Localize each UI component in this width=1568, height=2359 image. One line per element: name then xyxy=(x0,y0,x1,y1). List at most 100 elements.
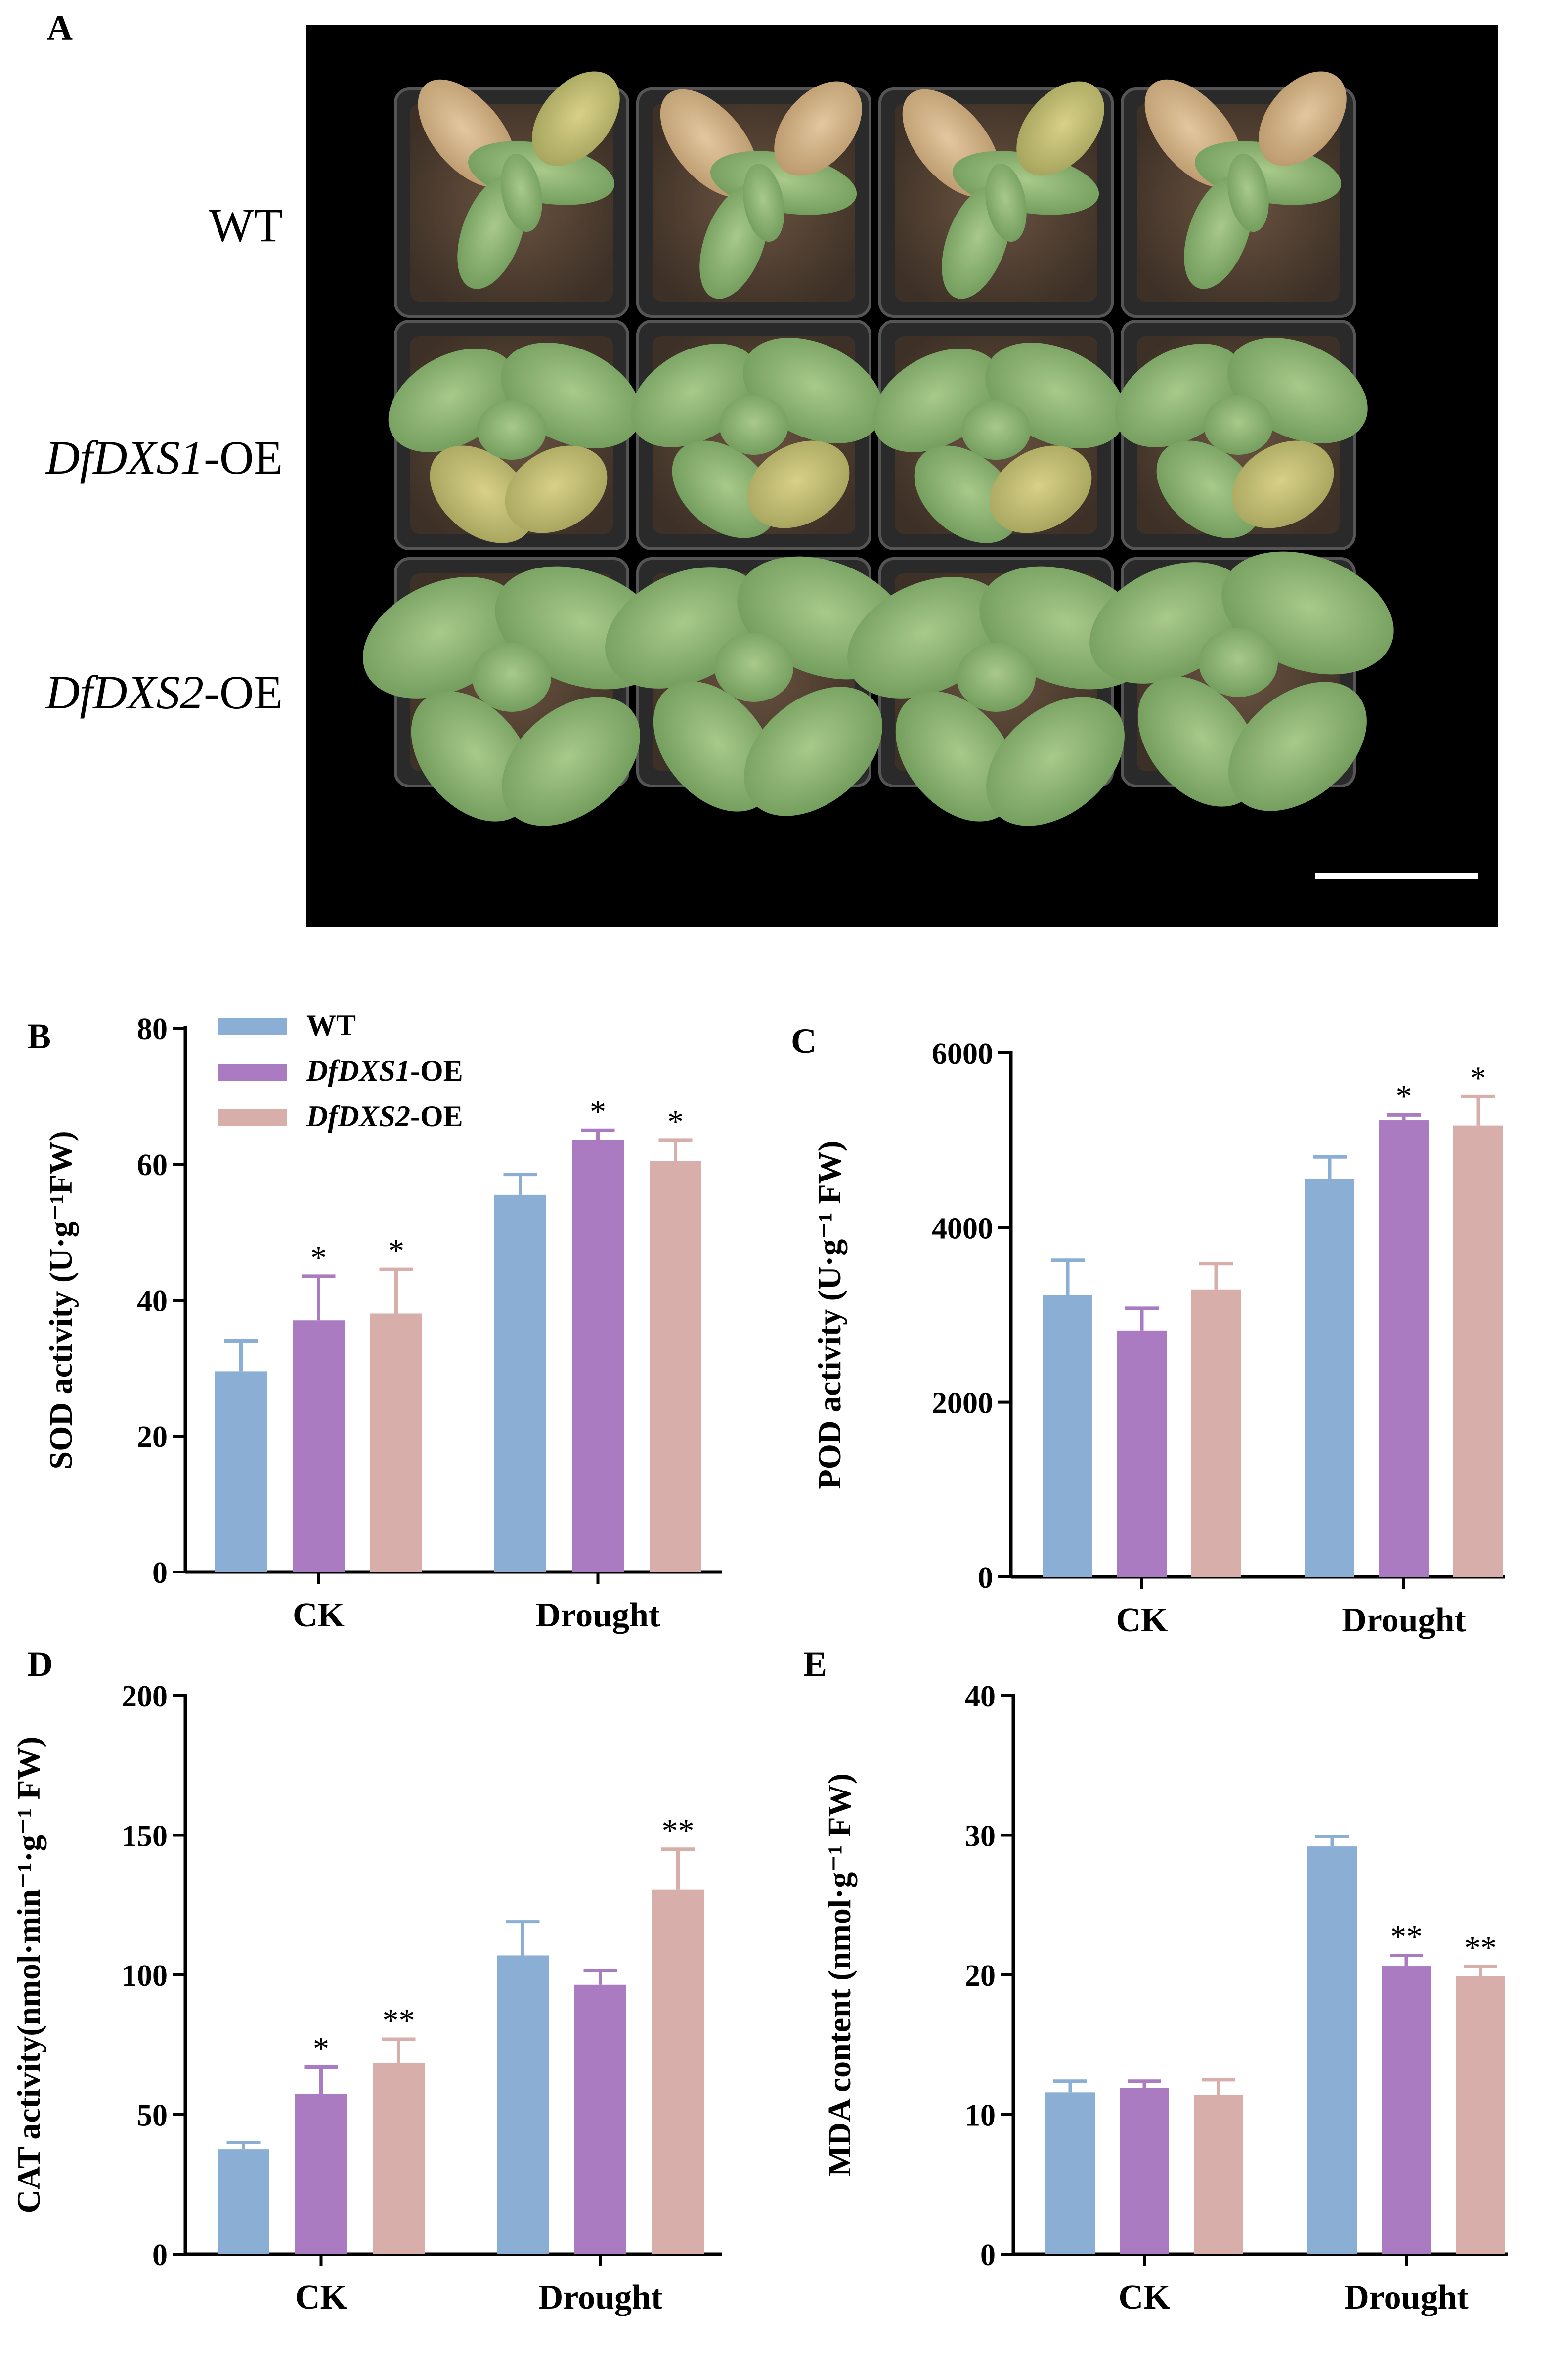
bar xyxy=(1305,1179,1354,1577)
plant-photo-illustration xyxy=(363,71,1478,879)
bar xyxy=(295,2094,347,2254)
leaf xyxy=(430,445,534,543)
y-tick-label: 30 xyxy=(965,1820,996,1853)
y-tick-label: 60 xyxy=(137,1148,168,1182)
leaf xyxy=(1016,81,1104,176)
leaf xyxy=(1231,440,1334,528)
row-label-wt-text: WT xyxy=(209,199,283,252)
leaf xyxy=(1228,682,1367,811)
legend-swatch xyxy=(218,1109,287,1126)
bar xyxy=(1456,1976,1505,2254)
bar xyxy=(1045,2092,1095,2254)
y-axis-label: CAT activity(nmol·min⁻¹·g⁻¹ FW) xyxy=(11,1737,47,2214)
y-tick-label: 40 xyxy=(965,1680,996,1713)
x-tick-label: Drought xyxy=(538,2278,663,2316)
leaf xyxy=(1199,628,1278,697)
leaf xyxy=(714,633,793,702)
leaf xyxy=(505,445,608,533)
legend-label: WT xyxy=(306,1009,356,1042)
plant-leaves xyxy=(363,71,1394,826)
row-label-dxs2: DfDXS2-OE xyxy=(45,665,283,720)
y-axis-label: POD activity (U·g⁻¹ FW) xyxy=(812,1140,848,1489)
chart-b-sod: 0 20 40 60 80 SOD activity (U·g⁻¹FW) CK * * Droug… xyxy=(43,1009,722,1634)
leaf xyxy=(986,697,1125,826)
leaf xyxy=(1227,153,1269,232)
y-tick-label: 10 xyxy=(965,2099,996,2133)
bar xyxy=(293,1320,345,1572)
significance-mark: ** xyxy=(1390,1919,1423,1955)
panel-label-b: B xyxy=(27,1016,51,1056)
bar xyxy=(1043,1295,1092,1577)
bar xyxy=(494,1194,546,1572)
bar xyxy=(1379,1120,1429,1577)
bar xyxy=(1382,1966,1431,2254)
y-tick-label: 20 xyxy=(965,1959,996,1993)
x-tick-label: CK xyxy=(1116,1601,1168,1639)
leaf xyxy=(501,153,542,232)
leaf xyxy=(477,400,546,460)
x-tick-label: CK xyxy=(295,2278,347,2316)
y-tick-label: 150 xyxy=(122,1820,168,1853)
bar xyxy=(652,1889,704,2254)
bar xyxy=(1453,1125,1503,1577)
significance-mark: ** xyxy=(662,1813,695,1849)
scale-bar xyxy=(1315,873,1478,879)
significance-mark: * xyxy=(590,1093,606,1130)
panel-label-e: E xyxy=(803,1644,828,1684)
panel-label-a: A xyxy=(47,8,73,47)
y-tick-label: 2000 xyxy=(932,1387,993,1420)
significance-mark: * xyxy=(388,1233,404,1269)
y-tick-label: 6000 xyxy=(932,1037,993,1071)
significance-mark: * xyxy=(1396,1078,1412,1114)
bar xyxy=(1117,1330,1167,1577)
leaf xyxy=(502,697,640,826)
bar xyxy=(650,1161,701,1572)
legend-swatch xyxy=(218,1064,287,1081)
y-tick-label: 0 xyxy=(152,2238,168,2272)
y-tick-label: 50 xyxy=(137,2099,168,2133)
bar xyxy=(373,2062,425,2254)
significance-mark: * xyxy=(667,1104,684,1140)
chart-d-cat: 0 50 100 150 200 CAT activity(nmol·min⁻¹·g⁻¹ … xyxy=(11,1680,722,2316)
leaf xyxy=(747,440,850,528)
leaf xyxy=(744,687,882,816)
bar xyxy=(1120,2088,1169,2254)
leaf xyxy=(532,71,620,166)
significance-mark: * xyxy=(1470,1060,1486,1096)
y-tick-label: 200 xyxy=(122,1680,168,1713)
significance-mark: * xyxy=(313,2030,329,2066)
y-tick-label: 20 xyxy=(137,1420,168,1454)
bar xyxy=(572,1140,624,1572)
bar xyxy=(370,1313,422,1572)
leaf xyxy=(719,395,788,455)
x-tick-label: Drought xyxy=(1344,2278,1469,2316)
x-tick-label: Drought xyxy=(1342,1601,1466,1639)
legend-label: DfDXS1-OE xyxy=(306,1054,463,1087)
x-tick-label: CK xyxy=(1119,2278,1171,2316)
y-axis-label: SOD activity (U·g⁻¹FW) xyxy=(43,1131,79,1469)
bar xyxy=(497,1955,549,2254)
leaf xyxy=(1156,440,1261,538)
row-label-dxs2-italic: DfDXS2 xyxy=(45,666,204,719)
significance-mark: ** xyxy=(383,2003,415,2039)
y-tick-label: 0 xyxy=(980,2238,996,2272)
bar xyxy=(574,1984,626,2254)
significance-mark: * xyxy=(310,1240,327,1276)
panel-label-d: D xyxy=(27,1644,53,1684)
leaf xyxy=(914,445,1019,543)
leaf xyxy=(1204,395,1273,455)
bar xyxy=(1307,1846,1357,2254)
leaf xyxy=(957,643,1036,712)
x-tick-label: Drought xyxy=(536,1596,660,1634)
legend-label: DfDXS2-OE xyxy=(306,1100,463,1133)
y-tick-label: 0 xyxy=(152,1556,168,1590)
chart-c-pod: 0 2000 4000 6000 POD activity (U·g⁻¹ FW) CK Dr… xyxy=(812,1037,1505,1639)
plant-photo xyxy=(306,25,1498,927)
y-tick-label: 100 xyxy=(122,1959,168,1993)
chart-e-mda: 0 10 20 30 40 MDA content (nmol·g⁻¹ FW) CK Drou… xyxy=(822,1680,1508,2316)
row-label-dxs1: DfDXS1-OE xyxy=(45,430,283,485)
row-label-dxs1-italic: DfDXS1 xyxy=(45,431,204,484)
row-label-dxs2-text: -OE xyxy=(204,666,283,719)
leaf xyxy=(985,163,1027,242)
